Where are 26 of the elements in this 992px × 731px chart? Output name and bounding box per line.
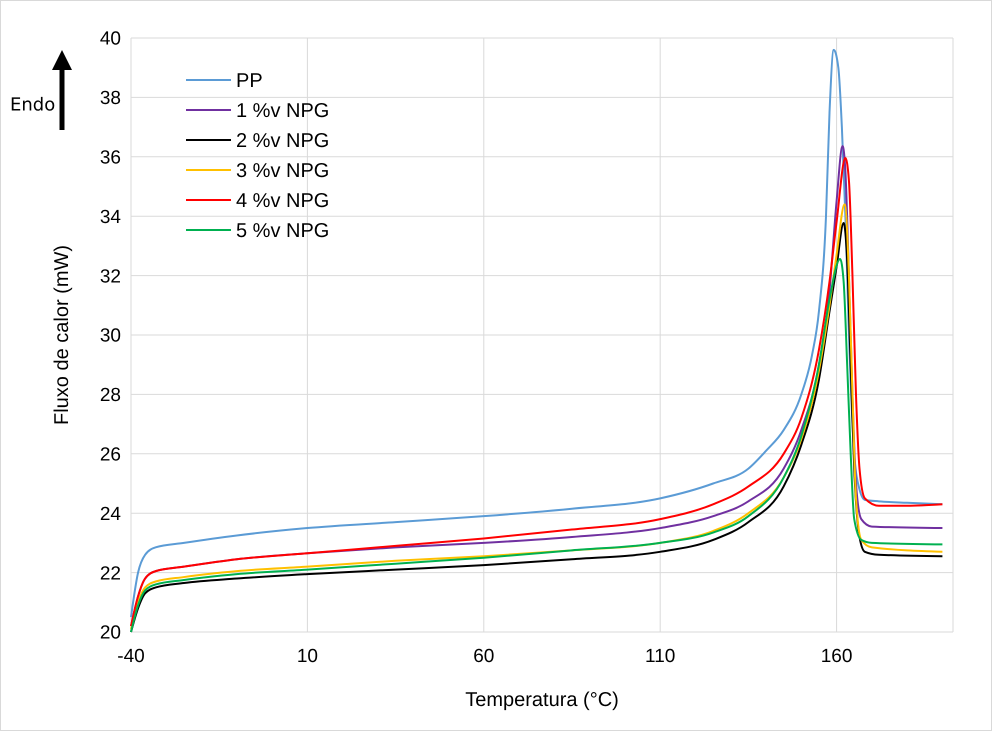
x-tick-label: 110 <box>645 646 676 667</box>
legend-label: PP <box>236 70 263 92</box>
y-tick-label: 30 <box>100 326 121 347</box>
legend-label: 3 %v NPG <box>236 160 330 182</box>
y-tick-label: 26 <box>100 444 121 466</box>
x-tick-label: 60 <box>473 646 494 667</box>
y-tick-label: 40 <box>100 28 121 50</box>
y-axis-title: Fluxo de calor (mW) <box>51 244 73 426</box>
text: Endo <box>10 94 56 116</box>
x-tick-label: 10 <box>296 646 318 667</box>
y-tick-label: 28 <box>100 385 121 406</box>
y-tick-label: 22 <box>100 563 121 584</box>
y-tick-label: 20 <box>100 622 121 644</box>
x-tick-label: 160 <box>820 646 852 667</box>
y-tick-label: 38 <box>100 88 121 110</box>
x-axis-title: Temperatura (°C) <box>465 689 619 711</box>
y-tick-label: 34 <box>100 206 122 228</box>
y-tick-label: 36 <box>100 147 121 168</box>
legend-label: 1 %v NPG <box>236 100 330 122</box>
y-tick-label: 32 <box>100 266 121 288</box>
legend-label: 2 %v NPG <box>236 130 330 152</box>
y-tick-label: 24 <box>100 504 122 525</box>
line-series <box>130 48 944 618</box>
legend-label: 4 %v NPG <box>236 190 330 212</box>
legend-label: 5 %v NPG <box>236 220 330 242</box>
x-tick-label: -40 <box>117 646 145 667</box>
